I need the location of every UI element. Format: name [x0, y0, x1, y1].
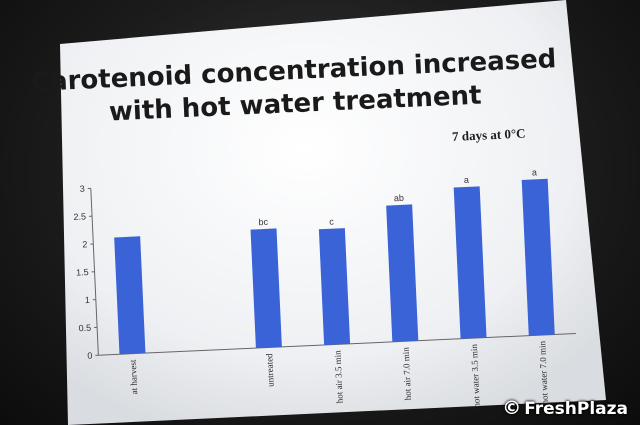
category-label: hot water 3.5 min: [469, 343, 482, 407]
y-tick-label: 1.5: [76, 267, 89, 278]
category-label: hot water 7.0 min: [537, 340, 550, 404]
watermark: © FreshPlaza: [502, 397, 628, 419]
significance-label: c: [329, 217, 334, 227]
category-labels: at harvest untreated hot air 3.5 min hot ai…: [128, 340, 550, 407]
bar: [521, 178, 555, 336]
y-tick-label: 0: [87, 350, 92, 360]
significance-label: a: [532, 167, 537, 177]
y-tick-label: 1: [85, 295, 90, 305]
y-tick-label: 2.5: [73, 211, 86, 222]
data-labels: bc c ab a a: [258, 167, 537, 227]
category-label: hot air 7.0 min: [401, 347, 413, 401]
bar: [250, 228, 282, 349]
bar-chart: 0 0.5 1 1.5 2 2.5 3 bc c ab a a at harvest untreate…: [73, 167, 576, 408]
bars: [114, 178, 555, 355]
significance-label: ab: [394, 193, 404, 203]
copyright-icon: ©: [502, 397, 522, 419]
watermark-text: FreshPlaza: [524, 399, 628, 419]
category-label: untreated: [264, 353, 276, 387]
bar: [453, 186, 487, 339]
bar: [114, 236, 146, 355]
category-label: hot air 3.5 min: [332, 350, 344, 404]
y-tick-label: 2: [82, 239, 87, 249]
bar: [318, 228, 351, 345]
y-tick-labels: 0 0.5 1 1.5 2 2.5 3: [73, 184, 99, 361]
significance-label: a: [464, 175, 469, 185]
category-label: at harvest: [128, 359, 140, 395]
significance-label: bc: [258, 217, 268, 227]
y-tick-label: 0.5: [78, 323, 91, 334]
bar: [386, 204, 419, 342]
chart-subtitle: 7 days at 0°C: [452, 126, 526, 144]
y-tick-label: 3: [80, 184, 85, 194]
